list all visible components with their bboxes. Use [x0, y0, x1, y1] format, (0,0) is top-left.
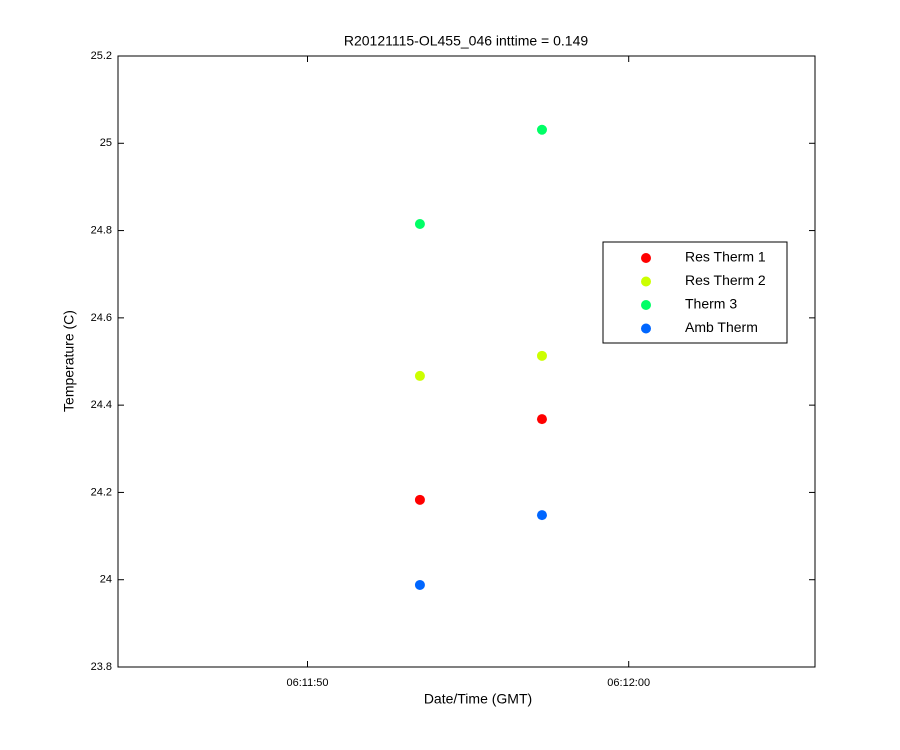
point: [536, 350, 547, 361]
y-tick-label: 24.2: [91, 486, 112, 498]
legend-label: Therm 3: [685, 296, 737, 312]
chart-title: R20121115-OL455_046 inttime = 0.149: [344, 33, 588, 49]
point: [536, 510, 547, 521]
point: [536, 124, 547, 135]
y-tick-label: 24.8: [91, 224, 112, 236]
point: [414, 370, 425, 381]
x-axis-label: Date/Time (GMT): [424, 691, 532, 707]
point: [414, 219, 425, 230]
legend-marker: [641, 253, 651, 263]
y-tick-label: 24: [100, 574, 112, 586]
legend-label: Res Therm 1: [685, 249, 766, 265]
y-tick-label: 24.6: [91, 312, 112, 324]
x-tick-label: 06:11:50: [286, 677, 328, 689]
y-tick-label: 24.4: [91, 399, 112, 411]
y-tick-label: 25.2: [91, 50, 112, 62]
legend-label: Amb Therm: [685, 319, 758, 335]
point: [414, 494, 425, 505]
legend-label: Res Therm 2: [685, 272, 766, 288]
legend-marker: [641, 323, 651, 334]
y-tick-label: 23.8: [91, 661, 112, 673]
plot-area: [117, 55, 816, 668]
legend-box: [602, 241, 788, 344]
y-tick-label: 25: [100, 137, 112, 149]
x-tick-label: 06:12:00: [607, 677, 650, 689]
legend-marker: [641, 276, 651, 287]
point: [414, 579, 425, 590]
legend-marker: [641, 300, 651, 310]
y-axis-label: Temperature (C): [61, 310, 77, 412]
point: [536, 414, 547, 425]
